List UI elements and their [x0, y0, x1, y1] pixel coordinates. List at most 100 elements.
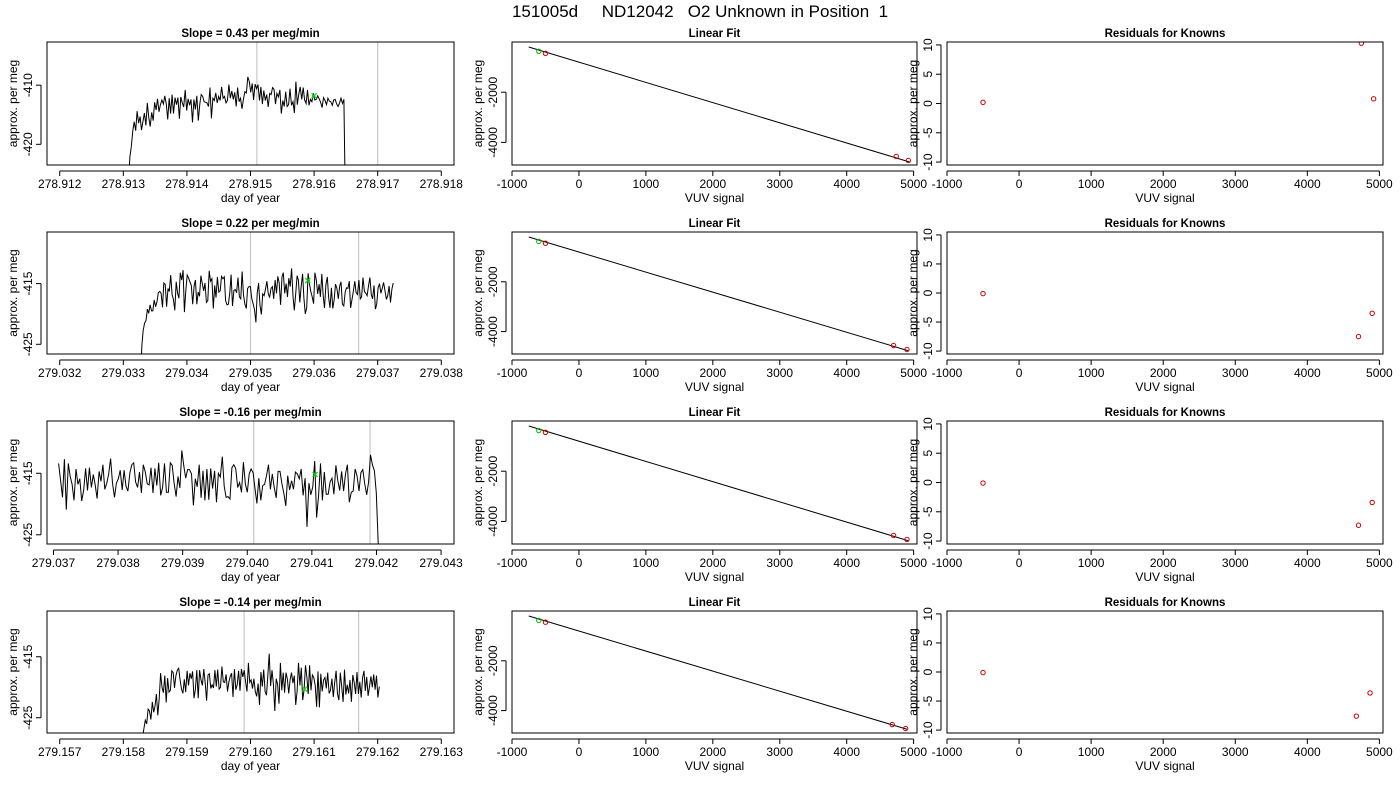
series-line	[128, 76, 346, 165]
data-point	[889, 721, 895, 728]
y-tick-label: -420	[21, 132, 35, 156]
fit-line	[528, 46, 910, 163]
y-axis-label: approx. per meg	[906, 628, 920, 715]
x-tick-label: 279.043	[419, 556, 463, 570]
y-tick-label: -4000	[486, 127, 500, 158]
chart-panel-12: Residuals for Knowns -1000 0 1000 2000 3000 40…	[906, 597, 1393, 773]
x-tick-label: 279.035	[229, 366, 273, 380]
x-axis-label: VUV signal	[685, 570, 744, 584]
fit-line	[528, 425, 909, 542]
plot-area	[980, 42, 1377, 106]
chart-title: Linear Fit	[689, 597, 741, 609]
x-tick-label: 278.917	[356, 177, 400, 191]
chart-panel-7: Slope = -0.16 per meg/min 279.037 279.038 2…	[6, 407, 463, 584]
plot-frame	[46, 420, 455, 545]
y-tick-label: -5	[921, 506, 935, 517]
data-point	[536, 617, 542, 624]
x-tick-label: 4000	[833, 366, 860, 380]
y-tick-label: -10	[921, 342, 935, 360]
data-point	[542, 619, 549, 625]
y-tick-label: -425	[21, 522, 35, 546]
x-axis-label: VUV signal	[685, 759, 744, 773]
plot-area	[528, 46, 911, 164]
data-point	[536, 48, 542, 54]
x-tick-label: 2000	[1150, 745, 1177, 759]
x-tick-label: 2000	[1150, 556, 1177, 570]
x-tick-label: 279.161	[292, 745, 336, 759]
x-tick-label: 278.912	[38, 177, 82, 191]
x-tick-label: 3000	[766, 556, 793, 570]
y-tick-label: -5	[921, 127, 935, 138]
x-tick-label: 279.158	[102, 745, 146, 759]
plot-frame	[946, 610, 1384, 734]
x-tick-label: 1000	[1078, 745, 1105, 759]
x-tick-label: 279.034	[165, 366, 209, 380]
x-tick-label: 279.037	[32, 556, 76, 570]
x-tick-label: 279.163	[420, 745, 464, 759]
data-point	[1369, 499, 1375, 506]
data-point	[1358, 42, 1365, 46]
x-tick-label: 1000	[1078, 177, 1105, 191]
x-tick-label: 0	[576, 177, 583, 191]
data-point	[542, 240, 549, 246]
x-tick-label: 4000	[1294, 177, 1321, 191]
x-axis-label: VUV signal	[1135, 759, 1194, 773]
chart-title: Slope = -0.14 per meg/min	[179, 597, 321, 609]
x-tick-label: 279.042	[355, 556, 399, 570]
y-tick-label: 0	[921, 479, 935, 486]
y-tick-label: 10	[921, 228, 935, 242]
x-tick-label: 2000	[699, 745, 726, 759]
x-tick-label: 278.916	[292, 177, 336, 191]
y-tick-label: -2000	[486, 266, 500, 297]
x-axis-label: day of year	[221, 380, 280, 394]
y-tick-label: -425	[21, 332, 35, 356]
x-tick-label: 1000	[1078, 366, 1105, 380]
y-axis-label: approx. per meg	[6, 249, 20, 336]
x-tick-label: -1000	[497, 745, 528, 759]
x-tick-label: 5000	[1366, 745, 1393, 759]
x-tick-label: 1000	[633, 556, 660, 570]
y-tick-label: 10	[921, 607, 935, 621]
chart-panel-2: Linear Fit -1000 0 1000 2000 3000 4000 5000 VUV …	[471, 28, 927, 205]
chart-title: Linear Fit	[689, 218, 741, 230]
y-tick-label: 0	[921, 668, 935, 675]
x-tick-label: 3000	[766, 366, 793, 380]
plot-area	[980, 290, 1375, 340]
figure-title: 151005d ND12042 O2 Unknown in Position 1	[511, 2, 889, 21]
y-axis-label: approx. per meg	[471, 439, 485, 526]
data-point	[890, 532, 897, 539]
plot-area	[528, 615, 909, 732]
x-tick-label: 3000	[766, 745, 793, 759]
chart-panel-4: Slope = 0.22 per meg/min 279.032 279.033 27…	[6, 218, 463, 394]
y-tick-label: -10	[921, 153, 935, 171]
x-tick-label: 279.032	[38, 366, 82, 380]
chart-panel-3: Residuals for Knowns -1000 0 1000 2000 3000 40…	[906, 28, 1393, 205]
y-tick-label: 5	[921, 639, 935, 646]
x-tick-label: 1000	[633, 745, 660, 759]
x-tick-label: 2000	[1150, 366, 1177, 380]
data-point	[1367, 690, 1373, 696]
plot-frame	[46, 610, 455, 734]
x-tick-label: 3000	[1222, 366, 1249, 380]
plot-area	[58, 450, 379, 544]
chart-panel-8: Linear Fit -1000 0 1000 2000 3000 4000 5000 VUV …	[471, 407, 927, 584]
x-tick-label: 279.033	[102, 366, 146, 380]
y-tick-label: 10	[921, 38, 935, 52]
x-tick-label: -1000	[497, 366, 528, 380]
data-point	[980, 669, 986, 676]
y-axis-label: approx. per meg	[6, 60, 20, 147]
x-tick-label: 0	[1016, 177, 1023, 191]
x-tick-label: 5000	[1366, 177, 1393, 191]
y-axis-label: approx. per meg	[471, 60, 485, 147]
data-point	[980, 480, 986, 486]
chart-title: Residuals for Knowns	[1105, 28, 1226, 40]
chart-title: Residuals for Knowns	[1105, 218, 1226, 230]
x-tick-label: 279.162	[356, 745, 400, 759]
x-axis-label: VUV signal	[1135, 191, 1194, 205]
data-point	[536, 427, 542, 434]
x-tick-label: 279.038	[420, 366, 464, 380]
x-tick-label: 4000	[1294, 745, 1321, 759]
chart-panel-11: Linear Fit -1000 0 1000 2000 3000 4000 5000 VUV …	[471, 597, 927, 773]
x-tick-label: 279.160	[229, 745, 273, 759]
chart-panel-5: Linear Fit -1000 0 1000 2000 3000 4000 5000 VUV …	[471, 218, 927, 394]
